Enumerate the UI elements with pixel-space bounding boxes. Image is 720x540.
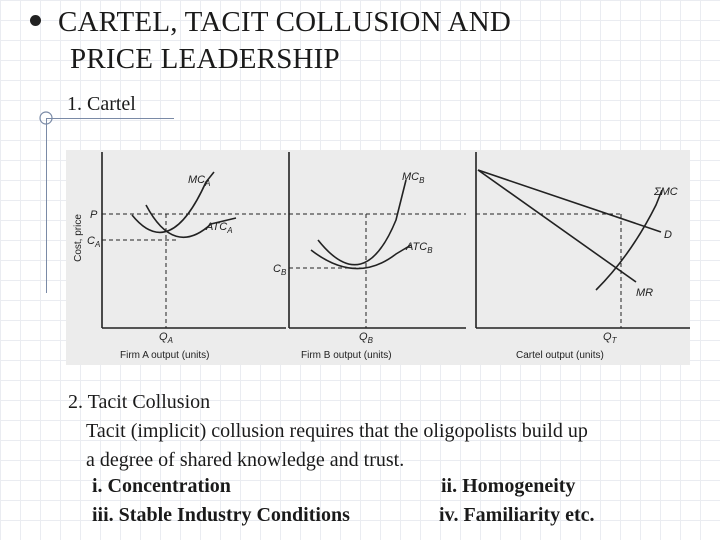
title-line-1: CARTEL, TACIT COLLUSION AND [58, 6, 511, 38]
panel-firm-a: P CA MCA ATCA QA Firm A output (units) [87, 152, 286, 361]
tacit-collusion-section: 2. Tacit Collusion Tacit (implicit) coll… [68, 388, 588, 475]
cb-label: CB [273, 263, 287, 277]
title-line-2: PRICE LEADERSHIP [70, 43, 340, 75]
smc-label: ΣMC [653, 186, 678, 198]
atc-a-label: ATCA [205, 221, 233, 235]
d-label: D [664, 229, 672, 241]
list-item: ii. Homogeneity [441, 475, 576, 497]
mc-b-curve [317, 179, 407, 266]
slide-title: CARTEL, TACIT COLLUSION AND PRICE LEADER… [58, 4, 511, 78]
crosshair-icon [39, 111, 53, 125]
decorative-horizontal-line [46, 118, 174, 119]
paragraph-line-2: a degree of shared knowledge and trust. [86, 449, 405, 471]
p-label: P [90, 209, 98, 221]
smc-curve [595, 189, 663, 291]
firm-a-axis-label: Firm A output (units) [120, 350, 209, 361]
firm-b-axis-label: Firm B output (units) [301, 350, 392, 361]
panel-firm-b: CB MCB ATCB QB Firm B output (units) [273, 152, 466, 361]
atc-a-curve [145, 204, 237, 239]
section-cartel-heading: 1. Cartel [67, 93, 136, 115]
decorative-vertical-line [46, 118, 47, 293]
mc-b-label: MCB [402, 171, 425, 185]
section-tacit-collusion-heading: 2. Tacit Collusion [68, 391, 211, 413]
demand-curve [477, 169, 662, 233]
mc-a-curve [131, 171, 215, 234]
panel-cartel: ΣMC D MR QT Cartel output (units) [475, 152, 690, 361]
qb-label: QB [359, 331, 374, 345]
atc-b-curve [310, 244, 412, 270]
ca-label: CA [87, 235, 100, 249]
atc-b-label: ATCB [405, 241, 433, 255]
cartel-axis-label: Cartel output (units) [516, 350, 604, 361]
list-item: iii. Stable Industry Conditions [92, 504, 350, 526]
list-item: iv. Familiarity etc. [439, 504, 595, 526]
qt-label: QT [603, 331, 618, 345]
y-axis-label: Cost, price [73, 214, 84, 262]
bullet-icon [30, 15, 41, 26]
paragraph-line-1: Tacit (implicit) collusion requires that… [86, 420, 588, 442]
qa-label: QA [159, 331, 173, 345]
mc-a-label: MCA [188, 174, 210, 188]
mr-curve [477, 169, 637, 283]
mr-label: MR [636, 287, 653, 299]
cartel-diagram: Cost, price P CA MCA ATCA QA Firm A outp… [66, 150, 690, 365]
list-item: i. Concentration [92, 475, 231, 497]
